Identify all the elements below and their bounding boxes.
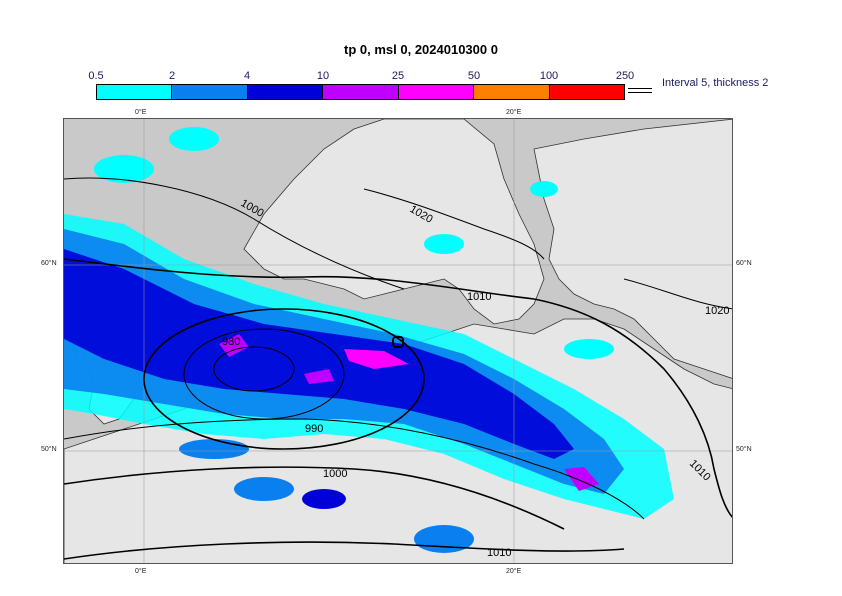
map-title: tp 0, msl 0, 2024010300 0: [344, 42, 498, 57]
colorbar-tick: 4: [243, 70, 251, 82]
graticule: [64, 119, 732, 563]
lat-label-left-60: 60°N: [41, 260, 57, 267]
isobar-1000-south: [64, 466, 565, 530]
isobar-1010-south: [64, 541, 625, 560]
colorbar-segment: [474, 85, 550, 99]
colorbar-segment: [97, 85, 173, 99]
finland-russia: [533, 119, 732, 379]
isobar-legend-label: Interval 5, thickness 2: [662, 77, 769, 89]
isobar-1020-north: [363, 188, 545, 260]
precip-colorbar: [96, 84, 625, 100]
low-center-marker: [392, 336, 404, 348]
precip-cell: [564, 339, 614, 359]
isobar-980-ring: [213, 346, 295, 392]
lon-label-bottom-0: 0°E: [135, 568, 147, 575]
precip-cell: [94, 155, 154, 183]
precip-band-heavy: [64, 249, 574, 459]
colorbar-tick: 10: [316, 70, 330, 82]
precip-cell: [424, 234, 464, 254]
isobar-label: 1010: [467, 291, 491, 303]
isobar-1000-north: [64, 177, 405, 290]
colorbar-tick: 100: [539, 70, 559, 82]
precip-cell: [530, 181, 558, 197]
isobars: [64, 177, 732, 560]
lat-label-right-50: 50°N: [736, 446, 752, 453]
map-canvas: 1000 1020 1010 980 990 1000 1020 1010 10…: [64, 119, 732, 563]
colorbar-segment: [323, 85, 399, 99]
precip-cell: [179, 439, 249, 459]
isobar-label: 1000: [323, 468, 347, 480]
isobar-1010-north: [64, 258, 535, 300]
scandinavia: [243, 119, 545, 325]
lat-label-right-60: 60°N: [736, 260, 752, 267]
colorbar-tick: 50: [467, 70, 481, 82]
colorbar-tick: 25: [391, 70, 405, 82]
isobar-1010-east: [533, 298, 732, 518]
isobar-legend-line: [628, 88, 652, 89]
colorbar-segment: [172, 85, 248, 99]
precip-core-1: [219, 334, 249, 357]
isobar-1020-east: [623, 278, 732, 310]
precip-cell: [302, 489, 346, 509]
colorbar-segment: [398, 85, 475, 99]
isobar-label: 980: [222, 336, 240, 348]
precip-cell: [414, 525, 474, 553]
isobar-995: [64, 418, 645, 520]
precip-core-3: [304, 369, 334, 384]
lon-label-top-20: 20°E: [506, 109, 522, 116]
precip-cell: [169, 127, 219, 151]
lon-label-top-0: 0°E: [135, 109, 147, 116]
colorbar-tick: 250: [615, 70, 635, 82]
colorbar-segment: [247, 85, 324, 99]
isobar-label: 1010: [487, 547, 511, 559]
precip-cell: [234, 477, 294, 501]
weather-map[interactable]: 1000 1020 1010 980 990 1000 1020 1010 10…: [63, 118, 733, 564]
colorbar-segment: [549, 85, 624, 99]
precipitation-field: [64, 127, 674, 553]
lat-label-left-50: 50°N: [41, 446, 57, 453]
isobar-label: 990: [305, 423, 323, 435]
colorbar-tick: 2: [168, 70, 176, 82]
colorbar-tick: 0.5: [88, 70, 104, 82]
isobar-label: 1020: [705, 305, 729, 317]
isobar-legend-line: [628, 92, 652, 93]
precip-core-2: [344, 349, 409, 369]
isobar-990-ring: [143, 308, 425, 450]
lon-label-bottom-20: 20°E: [506, 568, 522, 575]
